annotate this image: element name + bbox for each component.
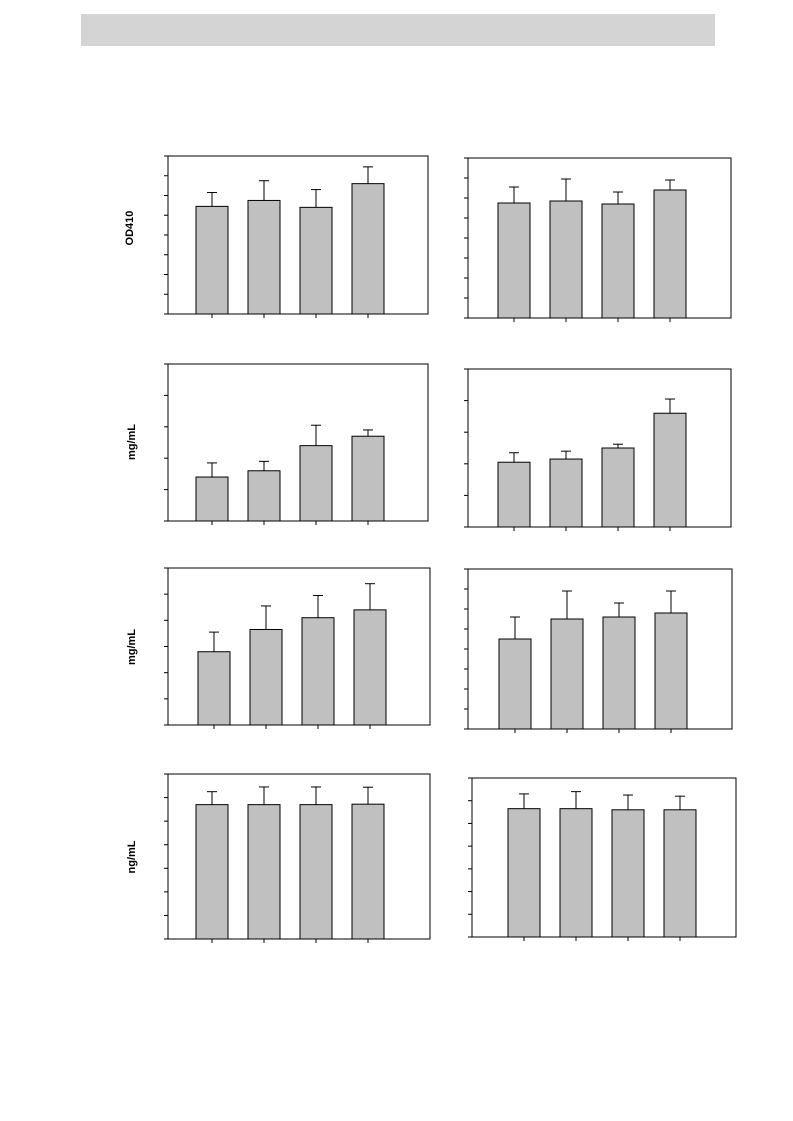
bar (247, 470, 281, 522)
bar (299, 206, 333, 315)
plot-frame (167, 773, 431, 940)
plot-frame (167, 363, 429, 522)
chart-panel-4 (464, 368, 732, 531)
chart-panel-3 (164, 363, 429, 525)
bar (601, 447, 635, 528)
chart-panel-8 (468, 777, 737, 941)
chart-panel-7 (164, 773, 431, 943)
bar (498, 638, 532, 730)
plot-frame (467, 368, 732, 528)
bar (507, 808, 541, 938)
bar (653, 412, 687, 528)
bar (663, 809, 697, 938)
bar (559, 808, 593, 938)
bar (195, 476, 229, 522)
bar (353, 609, 387, 726)
bar (497, 202, 531, 319)
chart-panel-5 (164, 567, 431, 729)
y-axis-label-panel-3: mg/mL (126, 423, 138, 461)
bar (299, 445, 333, 522)
plot-frame (471, 777, 737, 938)
bar (195, 804, 229, 940)
bar (299, 804, 333, 940)
bar (549, 200, 583, 319)
bar (653, 189, 687, 319)
bar (351, 183, 385, 315)
bar (197, 651, 231, 726)
y-axis-label-panel-5: mg/mL (126, 628, 138, 666)
bar (601, 203, 635, 319)
y-axis-label-panel-7: ng/mL (126, 840, 138, 874)
bar (247, 199, 281, 315)
header-bar (81, 14, 715, 46)
chart-panel-1 (164, 155, 429, 318)
bar (351, 803, 385, 940)
bar (550, 618, 584, 730)
bar (602, 616, 636, 730)
bar (249, 628, 283, 726)
bar (497, 461, 531, 528)
bar (549, 458, 583, 528)
chart-panel-2 (464, 157, 732, 322)
bar (654, 612, 688, 730)
bar (351, 435, 385, 522)
y-axis-label-panel-1: OD410 (124, 210, 136, 246)
bar (301, 617, 335, 726)
chart-panel-6 (464, 568, 733, 733)
bar (195, 205, 229, 315)
bar (247, 804, 281, 940)
bar (611, 809, 645, 938)
